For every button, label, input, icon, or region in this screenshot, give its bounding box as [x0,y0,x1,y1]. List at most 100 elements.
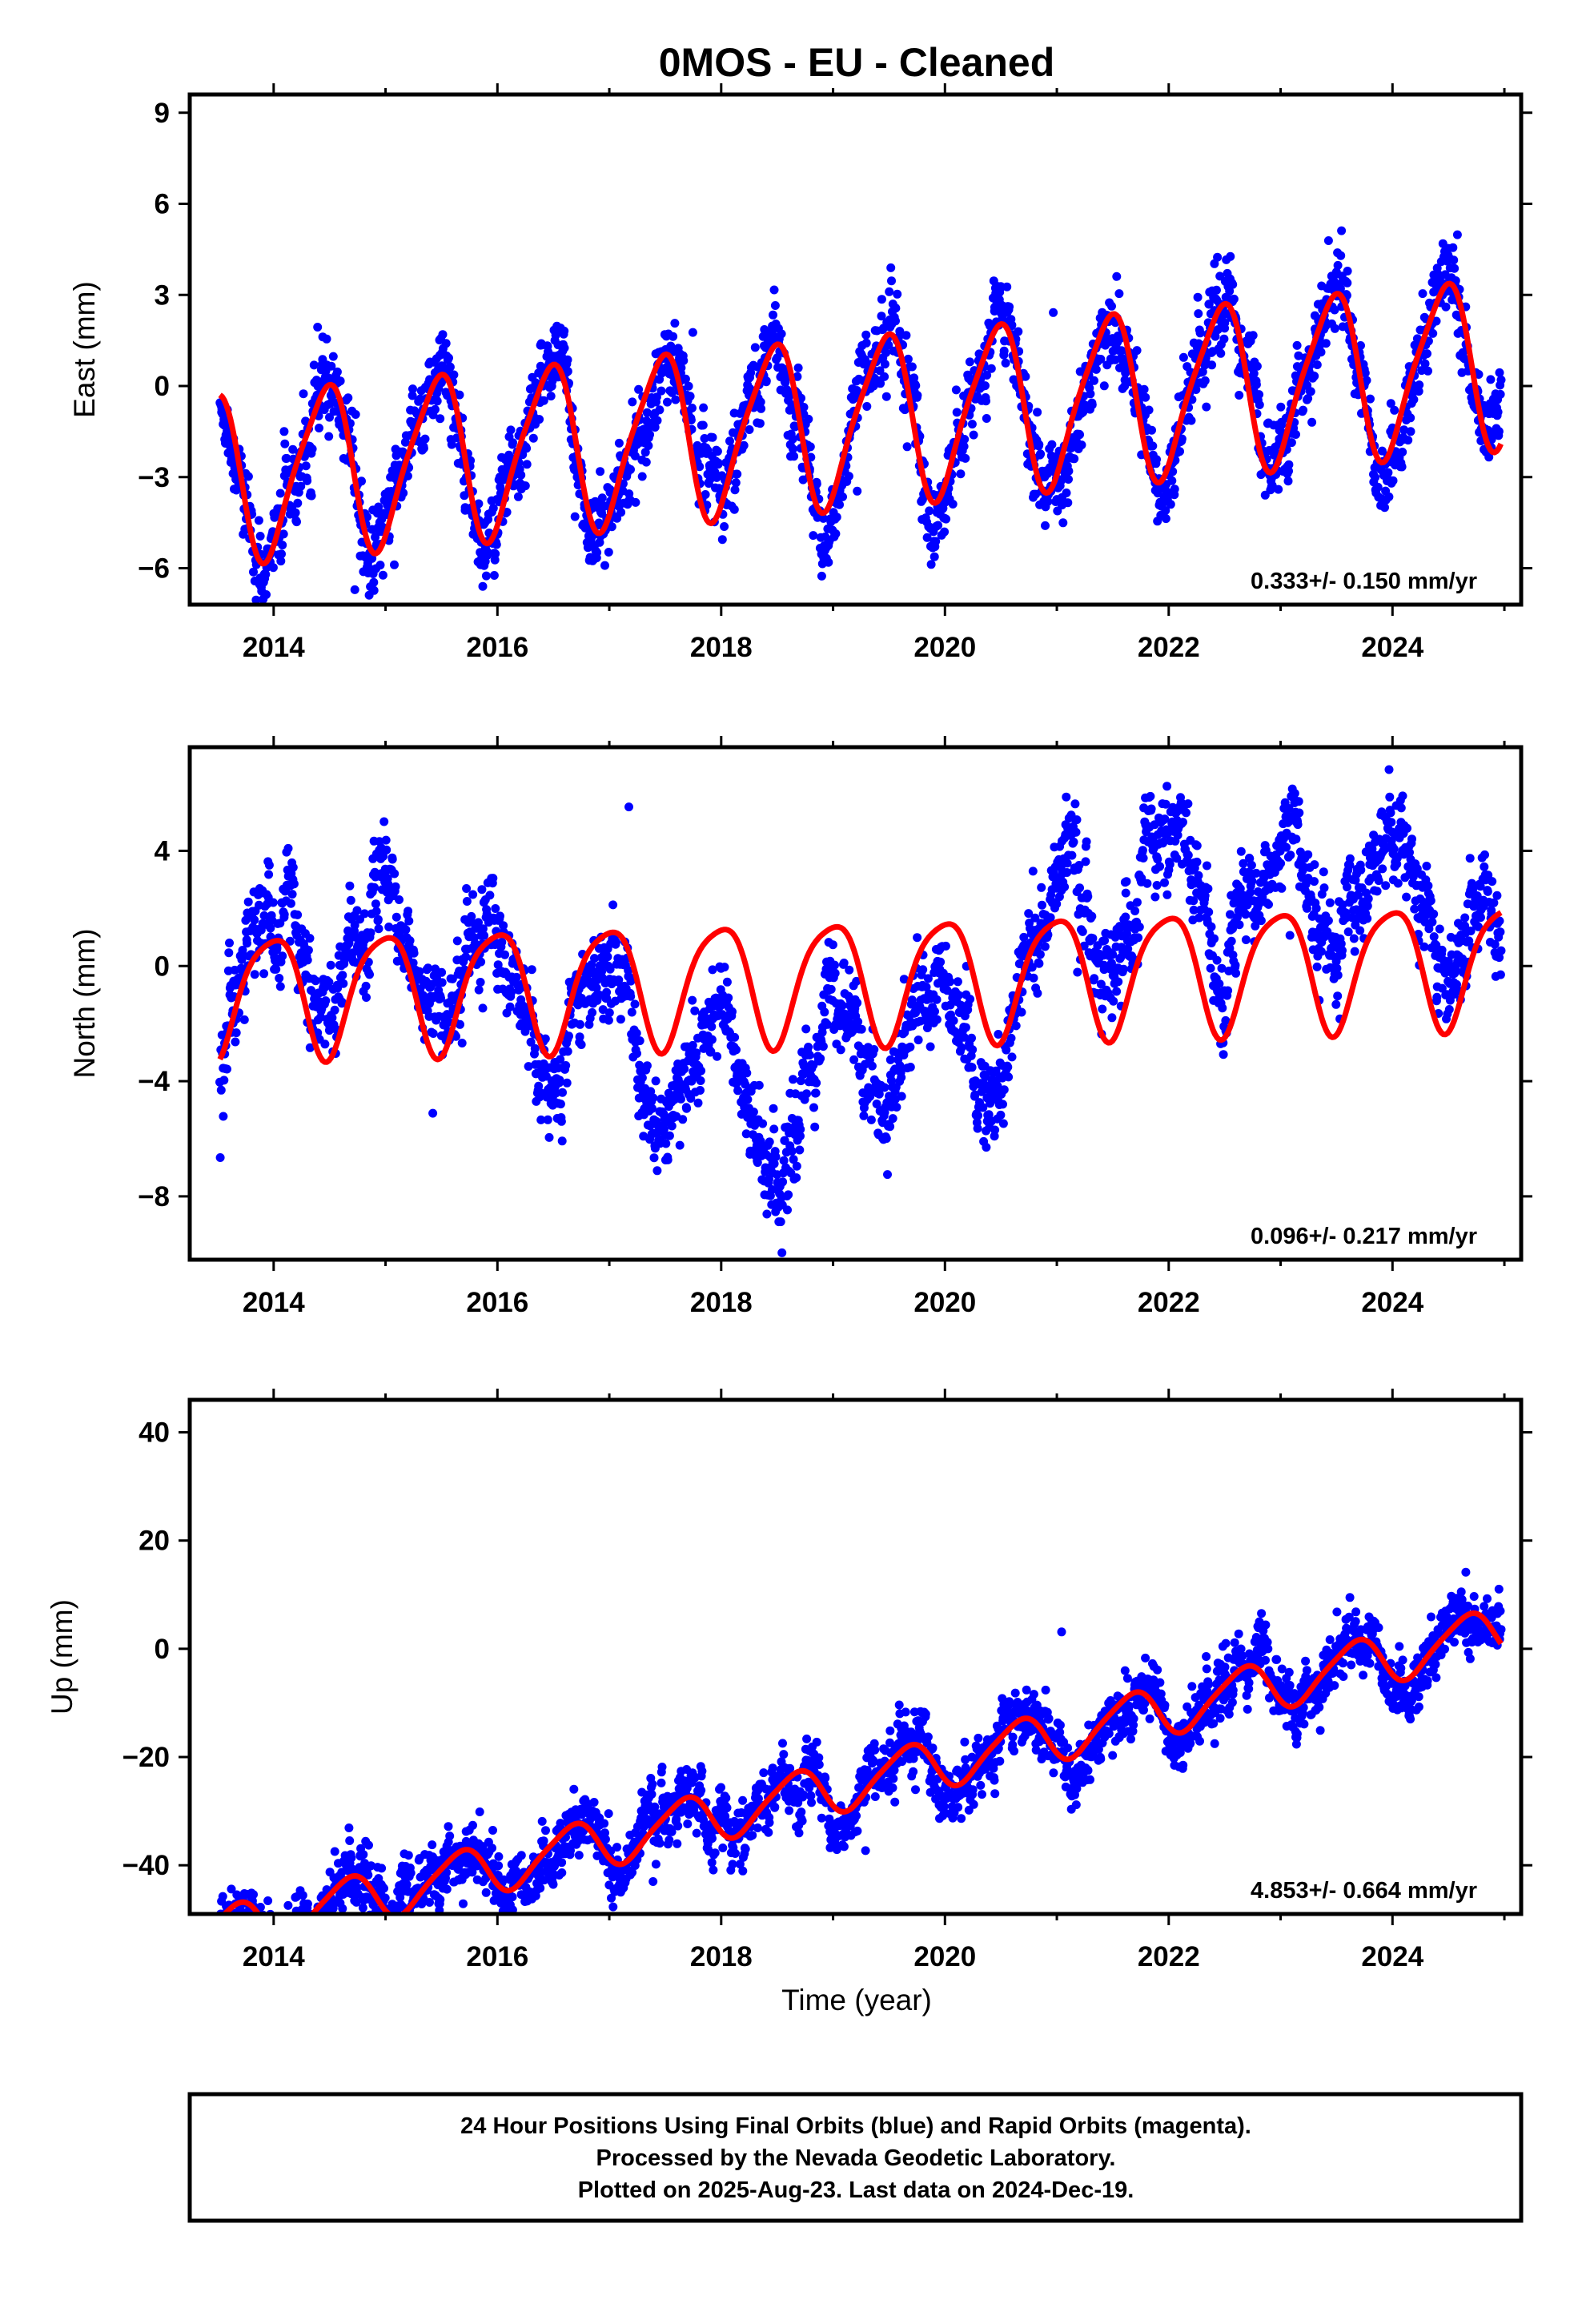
data-point [1162,782,1172,791]
data-point [1343,883,1351,892]
data-point [485,891,495,900]
data-point [346,895,355,905]
data-point [293,910,303,919]
data-point [665,1131,674,1140]
data-point [645,430,654,440]
data-point [369,585,379,595]
data-point [1077,440,1086,450]
data-point [688,328,697,337]
data-point [787,1147,797,1156]
data-point [1493,408,1503,416]
data-point [1108,950,1118,959]
data-point [790,422,800,432]
data-point [1033,408,1042,417]
data-point [408,384,417,394]
data-point [1034,959,1044,968]
data-point [861,338,871,348]
data-point [369,577,379,587]
data-point [1235,920,1244,930]
data-point [1114,977,1123,987]
data-point [362,993,371,1002]
data-point [500,950,510,959]
data-point [271,964,281,974]
data-point [387,854,397,864]
data-point [1014,327,1023,336]
data-point [1431,316,1441,326]
data-point [1137,874,1146,883]
data-point [1356,865,1366,875]
data-point [717,535,727,545]
data-point [408,391,417,400]
data-point [1303,850,1313,859]
data-point [1383,468,1393,477]
data-point [695,462,705,472]
data-point [522,460,532,469]
data-point [1175,447,1184,456]
data-point [1049,308,1058,317]
data-point [724,993,733,1003]
data-point [632,1049,641,1058]
data-point [1204,300,1214,309]
data-point [1178,352,1188,362]
data-point [1360,368,1370,378]
data-point [946,977,955,987]
data-point [1112,271,1122,281]
data-point [1217,963,1227,973]
data-point [809,531,818,541]
data-point [602,987,612,997]
data-point [1336,939,1346,948]
data-point [350,920,359,930]
data-point [513,492,523,501]
data-point [661,1139,671,1148]
data-point [884,340,893,350]
data-point [795,1145,805,1155]
data-point [1138,854,1148,862]
data-point [311,976,320,986]
data-point [816,1054,825,1063]
data-point [1011,1021,1021,1031]
data-point [877,312,886,321]
data-point [965,357,974,367]
data-point [243,472,253,481]
data-point [812,479,821,489]
data-point [321,996,331,1006]
data-point [1058,518,1068,528]
data-point [335,376,345,386]
data-point [1087,400,1097,409]
data-point [1070,799,1080,809]
data-point [1194,309,1203,319]
data-point [1321,339,1331,348]
data-point [604,1015,613,1025]
data-point [456,1019,464,1029]
data-point [1210,934,1219,943]
data-point [305,934,315,943]
data-point [468,890,478,899]
data-point [332,367,342,376]
data-point [1241,935,1251,944]
data-point [1096,979,1106,989]
data-point [261,569,271,579]
data-point [897,1092,906,1101]
data-point [876,379,885,388]
data-point [337,997,347,1007]
data-point [1063,498,1073,508]
data-point [1086,389,1095,399]
data-point [1083,892,1093,901]
data-point [762,1209,772,1219]
data-point [614,975,624,985]
data-point [874,1089,884,1099]
data-point [1002,282,1012,292]
data-point [616,1015,625,1024]
data-point [1183,799,1193,809]
data-point [1248,331,1258,340]
data-point [886,1076,896,1085]
data-point [1316,348,1326,357]
data-point [1225,287,1235,296]
data-point [1323,916,1333,926]
data-point [1333,971,1343,980]
data-point [216,1085,226,1095]
data-point [507,987,516,997]
data-point [913,933,922,943]
data-point [922,533,932,542]
data-point [592,983,601,993]
